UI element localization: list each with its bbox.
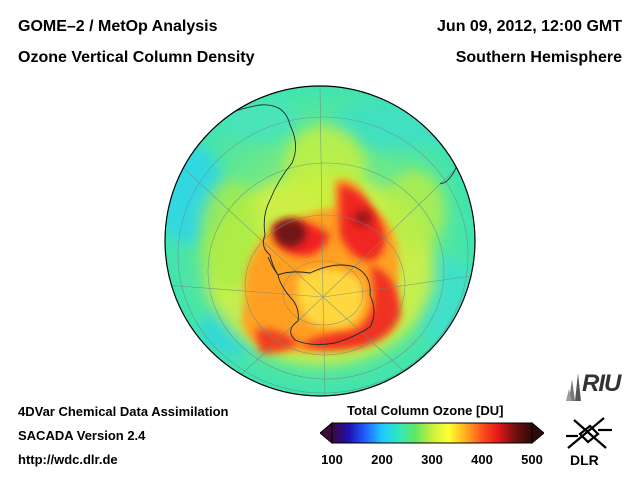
colorbar-tick-label: 500 [521, 452, 543, 467]
date-time-label: Jun 09, 2012, 12:00 GMT [437, 18, 622, 35]
globe-outline [164, 85, 476, 397]
colorbar [320, 421, 544, 445]
coastline-antarctica [277, 264, 375, 345]
footer-version-label: SACADA Version 2.4 [18, 428, 146, 443]
colorbar-high-arrow [531, 421, 544, 445]
riu-logo-text: RIU [582, 370, 621, 397]
product-title: GOME–2 / MetOp Analysis [18, 18, 218, 35]
colorbar-gradient [331, 422, 533, 444]
coastline-australia [449, 349, 473, 356]
footer-url-link[interactable]: http://wdc.dlr.de [18, 452, 118, 467]
coastline-south-america [209, 104, 296, 276]
dlr-logo-icon [566, 417, 612, 449]
colorbar-tick-label: 400 [471, 452, 493, 467]
dlr-logo-text: DLR [570, 452, 599, 468]
colorbar-tick-label: 300 [421, 452, 443, 467]
colorbar-tick-label: 200 [371, 452, 393, 467]
riu-logo-icon [566, 373, 581, 401]
graticule [165, 86, 475, 396]
footer-assimilation-label: 4DVar Chemical Data Assimilation [18, 404, 229, 419]
colorbar-title: Total Column Ozone [DU] [347, 403, 504, 418]
polar-interior [296, 268, 364, 328]
ozone-globe-map [164, 85, 476, 397]
hemisphere-label: Southern Hemisphere [455, 49, 622, 66]
product-subtitle: Ozone Vertical Column Density [18, 49, 255, 66]
colorbar-tick-label: 100 [321, 452, 343, 467]
colorbar-low-arrow [320, 421, 333, 445]
coastline-antarctic-peninsula [267, 256, 279, 276]
